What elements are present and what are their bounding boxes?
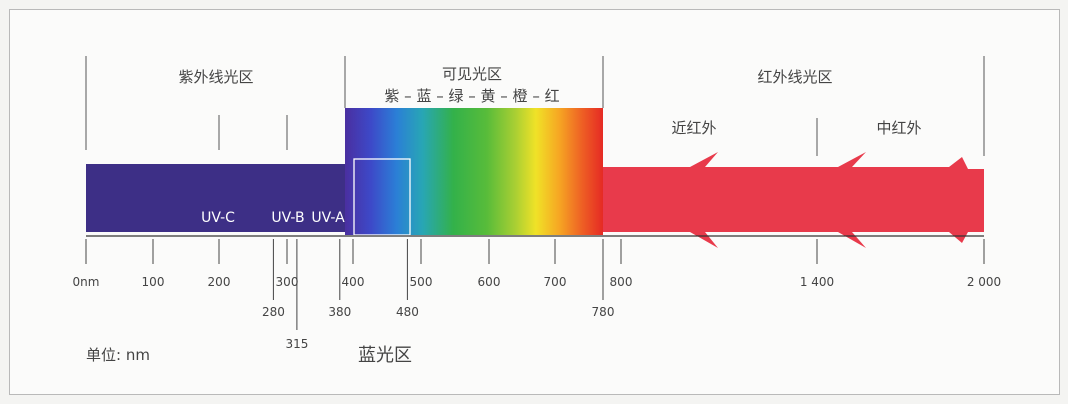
- axis-tick-label-700: 700: [544, 275, 567, 289]
- axis-ticks: 0nm 100 200 280 300 315 380 400 480 500 600 700 780 8…: [73, 239, 1001, 351]
- axis-tick-label-400: 400: [342, 275, 365, 289]
- ir-region-title: 红外线光区: [757, 68, 832, 86]
- axis-tick-label-800: 800: [610, 275, 633, 289]
- axis-tick-label-480: 480: [396, 305, 419, 319]
- axis-tick-label-315: 315: [285, 337, 308, 351]
- near-ir-label: 近红外: [671, 119, 716, 137]
- uv-band: [86, 164, 348, 232]
- visible-colors-label: 紫 – 蓝 – 绿 – 黄 – 橙 – 红: [384, 87, 559, 105]
- axis-tick-label-100: 100: [142, 275, 165, 289]
- unit-label: 单位: nm: [86, 346, 150, 364]
- axis-tick-label-2000: 2 000: [967, 275, 1001, 289]
- axis-tick-label-300: 300: [276, 275, 299, 289]
- uvc-label: UV-C: [201, 210, 235, 226]
- axis-tick-label-780: 780: [592, 305, 615, 319]
- axis-tick-label-200: 200: [208, 275, 231, 289]
- ir-band: [603, 152, 984, 248]
- mid-ir-label: 中红外: [876, 119, 921, 137]
- axis-tick-label-1400: 1 400: [800, 275, 834, 289]
- axis-tick-label-280: 280: [262, 305, 285, 319]
- axis-tick-label-0: 0nm: [73, 275, 100, 289]
- axis-tick-label-600: 600: [478, 275, 501, 289]
- axis-tick-label-500: 500: [410, 275, 433, 289]
- blue-region-label: 蓝光区: [358, 345, 412, 366]
- uva-label: UV-A: [311, 210, 345, 226]
- axis-tick-label-380: 380: [328, 305, 351, 319]
- blue-region-box: [353, 158, 411, 236]
- visible-spectrum-band: [345, 108, 603, 235]
- uvb-label: UV-B: [271, 210, 304, 226]
- uv-region-title: 紫外线光区: [178, 68, 253, 86]
- visible-region-title: 可见光区: [442, 65, 502, 83]
